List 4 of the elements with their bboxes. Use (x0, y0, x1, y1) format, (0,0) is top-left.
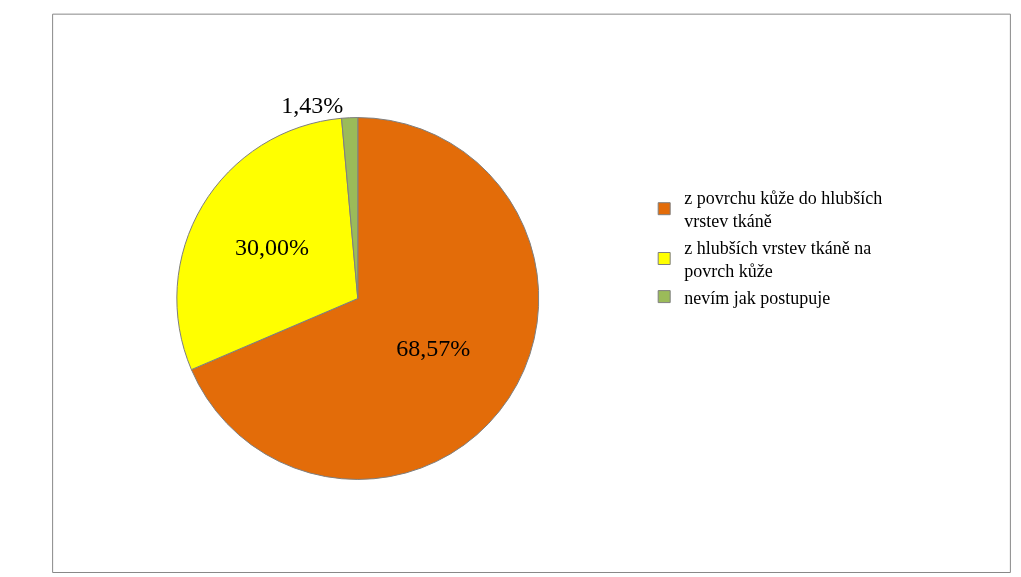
data-label: 30,00% (234, 234, 309, 261)
data-label: 1,43% (281, 91, 344, 118)
data-label: 68,57% (396, 335, 471, 362)
legend-label: nevím jak postupuje (684, 287, 831, 308)
